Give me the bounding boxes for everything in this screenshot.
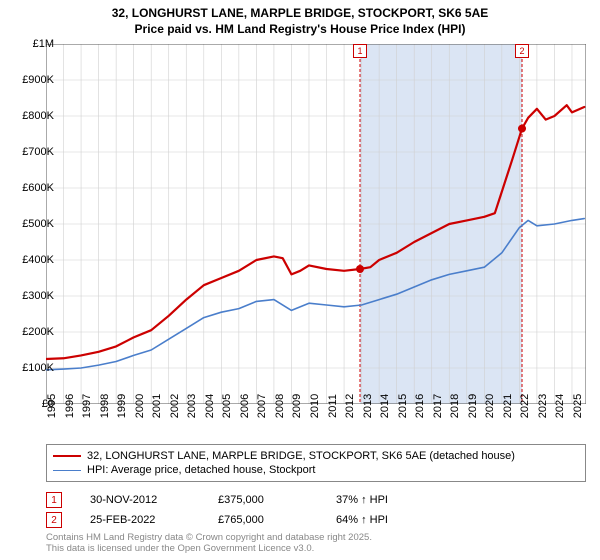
x-tick-label: 2025 — [572, 394, 584, 418]
x-tick-label: 2023 — [537, 394, 549, 418]
x-tick-label: 2009 — [291, 394, 303, 418]
legend-item: 32, LONGHURST LANE, MARPLE BRIDGE, STOCK… — [53, 449, 579, 463]
chart-marker-badge: 1 — [353, 44, 367, 58]
x-tick-label: 2014 — [379, 394, 391, 418]
transaction-date: 25-FEB-2022 — [90, 514, 190, 526]
chart-title-line1: 32, LONGHURST LANE, MARPLE BRIDGE, STOCK… — [0, 0, 600, 22]
legend-label: 32, LONGHURST LANE, MARPLE BRIDGE, STOCK… — [87, 450, 515, 462]
x-tick-label: 2004 — [204, 394, 216, 418]
y-tick-label: £1M — [10, 38, 54, 50]
x-tick-label: 2017 — [432, 394, 444, 418]
x-tick-label: 2012 — [344, 394, 356, 418]
x-tick-label: 2013 — [362, 394, 374, 418]
y-tick-label: £100K — [10, 362, 54, 374]
x-tick-label: 2008 — [274, 394, 286, 418]
attribution-line2: This data is licensed under the Open Gov… — [46, 543, 372, 554]
x-tick-label: 2024 — [554, 394, 566, 418]
x-tick-label: 1998 — [99, 394, 111, 418]
x-tick-label: 2018 — [449, 394, 461, 418]
legend-swatch — [53, 470, 81, 471]
y-tick-label: £200K — [10, 326, 54, 338]
legend-swatch — [53, 455, 81, 457]
transaction-row: 2 25-FEB-2022 £765,000 64% ↑ HPI — [46, 510, 586, 530]
x-tick-label: 2010 — [309, 394, 321, 418]
y-tick-label: £900K — [10, 74, 54, 86]
x-tick-label: 2022 — [519, 394, 531, 418]
x-tick-label: 1997 — [81, 394, 93, 418]
x-tick-label: 2015 — [397, 394, 409, 418]
y-tick-label: £600K — [10, 182, 54, 194]
x-tick-label: 2001 — [151, 394, 163, 418]
x-tick-label: 2002 — [169, 394, 181, 418]
legend-label: HPI: Average price, detached house, Stoc… — [87, 464, 316, 476]
transaction-price: £765,000 — [218, 514, 308, 526]
attribution: Contains HM Land Registry data © Crown c… — [46, 532, 372, 555]
transaction-delta: 64% ↑ HPI — [336, 514, 426, 526]
chart-title-line2: Price paid vs. HM Land Registry's House … — [0, 22, 600, 38]
y-tick-label: £800K — [10, 110, 54, 122]
line-chart-svg — [46, 44, 586, 404]
attribution-line1: Contains HM Land Registry data © Crown c… — [46, 532, 372, 543]
x-tick-label: 2005 — [221, 394, 233, 418]
y-tick-label: £700K — [10, 146, 54, 158]
chart-plot-area — [46, 44, 586, 404]
y-tick-label: £400K — [10, 254, 54, 266]
x-tick-label: 1996 — [64, 394, 76, 418]
x-tick-label: 1995 — [46, 394, 58, 418]
y-tick-label: £300K — [10, 290, 54, 302]
y-tick-label: £500K — [10, 218, 54, 230]
x-tick-label: 2000 — [134, 394, 146, 418]
x-tick-label: 2016 — [414, 394, 426, 418]
x-tick-label: 2003 — [186, 394, 198, 418]
transaction-delta: 37% ↑ HPI — [336, 494, 426, 506]
chart-marker-badge: 2 — [515, 44, 529, 58]
chart-container: 32, LONGHURST LANE, MARPLE BRIDGE, STOCK… — [0, 0, 600, 560]
x-tick-label: 2007 — [256, 394, 268, 418]
transaction-row: 1 30-NOV-2012 £375,000 37% ↑ HPI — [46, 490, 586, 510]
transaction-date: 30-NOV-2012 — [90, 494, 190, 506]
x-tick-label: 2019 — [467, 394, 479, 418]
transaction-price: £375,000 — [218, 494, 308, 506]
transaction-badge: 1 — [46, 492, 62, 508]
legend-item: HPI: Average price, detached house, Stoc… — [53, 463, 579, 477]
x-tick-label: 2011 — [327, 394, 339, 418]
transaction-badge: 2 — [46, 512, 62, 528]
x-tick-label: 1999 — [116, 394, 128, 418]
x-tick-label: 2021 — [502, 394, 514, 418]
x-tick-label: 2020 — [484, 394, 496, 418]
x-tick-label: 2006 — [239, 394, 251, 418]
legend: 32, LONGHURST LANE, MARPLE BRIDGE, STOCK… — [46, 444, 586, 482]
transaction-table: 1 30-NOV-2012 £375,000 37% ↑ HPI 2 25-FEB-202… — [46, 490, 586, 530]
